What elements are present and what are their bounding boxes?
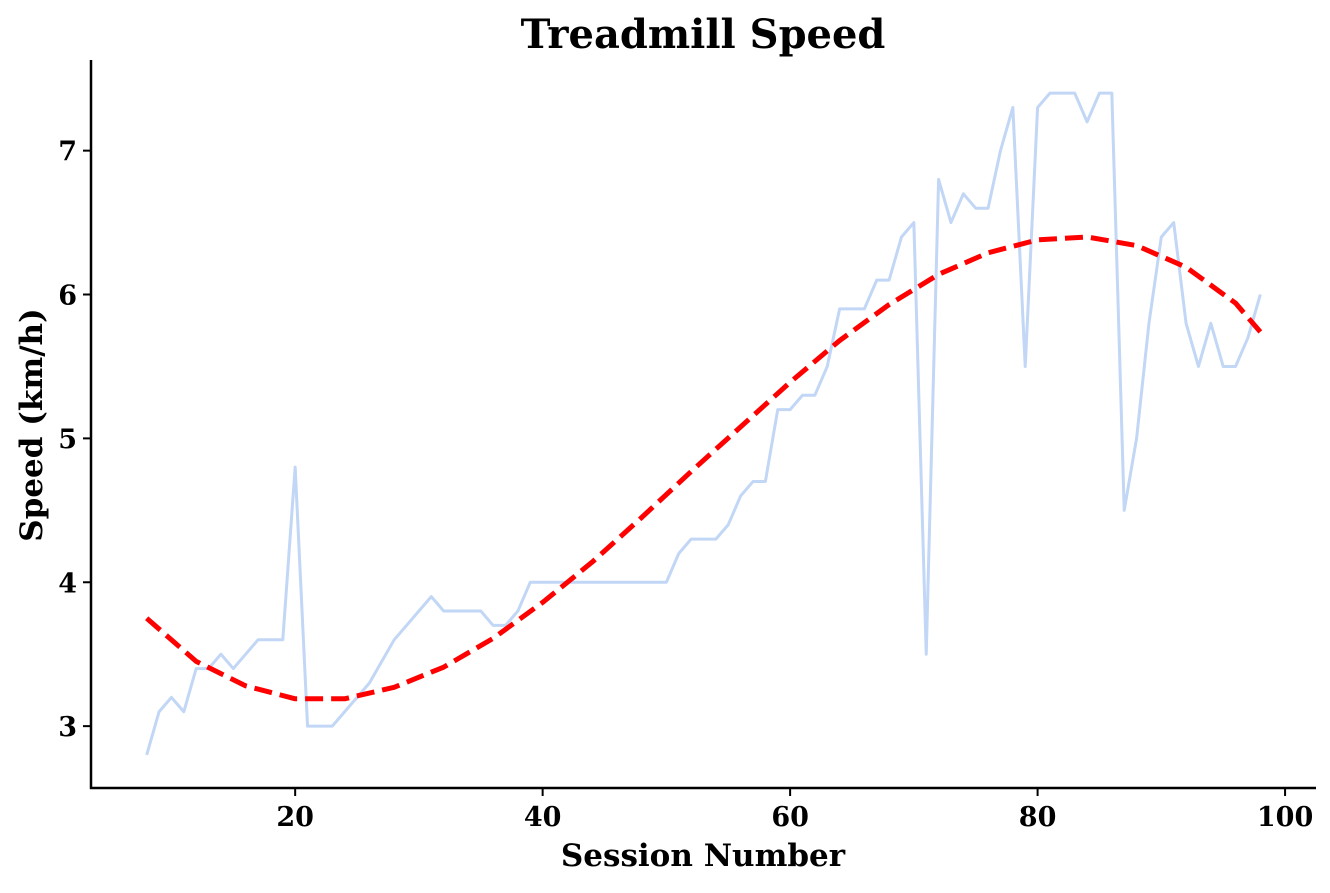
plot-area	[145, 91, 1263, 756]
x-tick-label: 100	[1257, 802, 1313, 833]
data-line	[145, 91, 1262, 756]
x-tick-label: 40	[524, 802, 562, 833]
y-tick-label: 4	[58, 568, 77, 599]
y-tick-label: 7	[58, 137, 77, 168]
y-tick-label: 5	[58, 424, 77, 455]
trend-line	[145, 234, 1263, 702]
x-tick-label: 60	[771, 802, 809, 833]
x-axis-label: Session Number	[561, 838, 846, 874]
y-axis-label: Speed (km/h)	[14, 308, 50, 541]
x-tick-label: 20	[276, 802, 314, 833]
axes: 20 40 60 80 100 3 4 5 6 7	[58, 60, 1316, 833]
chart-title: Treadmill Speed	[521, 11, 886, 58]
x-tick-label: 80	[1019, 802, 1057, 833]
y-tick-label: 6	[58, 281, 77, 312]
y-tick-label: 3	[58, 712, 77, 743]
